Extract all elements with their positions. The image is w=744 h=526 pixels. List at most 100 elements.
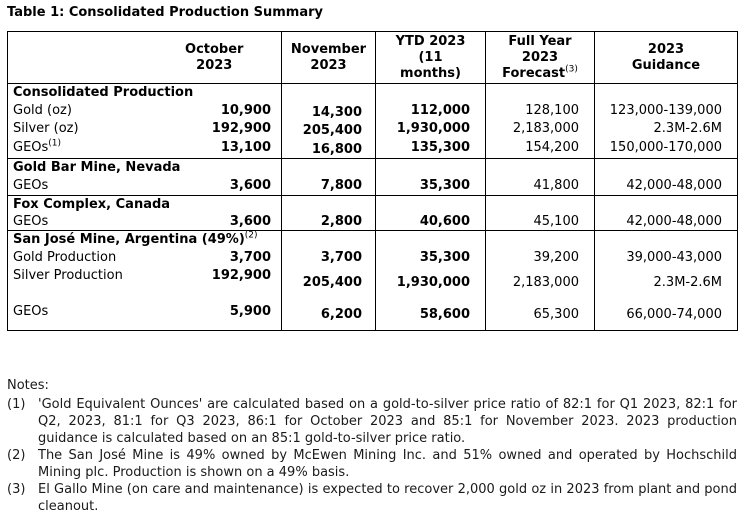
row-label: GEOs: [13, 178, 49, 194]
geos-footnote-ref: (1): [48, 138, 62, 149]
cell-november: 205,400: [281, 265, 376, 294]
cell-october: 192,900: [211, 267, 271, 283]
table-header-row: October 2023 November 2023 YTD 2023 (11 …: [7, 31, 738, 84]
section-title: Consolidated Production: [13, 85, 194, 101]
empty-cell: [594, 158, 738, 177]
production-summary-table: October 2023 November 2023 YTD 2023 (11 …: [7, 31, 738, 331]
section-title-text: San José Mine, Argentina (49%): [13, 232, 245, 248]
note-item-1: (1) 'Gold Equivalent Ounces' are calcula…: [7, 396, 737, 447]
empty-cell: [594, 195, 738, 214]
empty-cell: [375, 195, 486, 214]
cell-november-value: 16,800: [311, 142, 362, 158]
note-item-2: (2) The San José Mine is 49% owned by Mc…: [7, 447, 737, 481]
cell-ytd: 35,300: [375, 248, 486, 266]
cell-october: 13,100: [220, 140, 271, 156]
cell-ytd: 58,600: [375, 293, 486, 331]
cell-november-value: 205,400: [302, 123, 362, 138]
table-row-silver-consolidated: Silver (oz) 192,900 205,400 1,930,000 2,…: [8, 119, 738, 138]
row-label: GEOs: [13, 304, 49, 320]
cell-ytd: 35,300: [375, 176, 486, 196]
cell-forecast: 65,300: [485, 293, 595, 331]
empty-cell: [281, 230, 376, 249]
empty-cell: [281, 195, 376, 214]
note-text: 'Gold Equivalent Ounces' are calculated …: [38, 397, 737, 446]
cell-october: 192,900: [211, 121, 271, 136]
san-jose-footnote-ref: (2): [244, 230, 258, 241]
section-title-row-san-jose: San José Mine, Argentina (49%)(2): [7, 230, 738, 249]
cell-forecast: 2,183,000: [485, 119, 595, 138]
empty-cell: [485, 230, 595, 249]
column-header-forecast: Full Year 2023 Forecast(3): [485, 31, 595, 84]
cell-october: 10,900: [220, 103, 271, 118]
column-header-guidance-label: 2023 Guidance: [631, 41, 701, 73]
notes-heading: Notes:: [7, 378, 49, 393]
row-label: Gold (oz): [13, 103, 72, 118]
note-marker: (3): [7, 482, 26, 497]
section-title: Gold Bar Mine, Nevada: [7, 158, 282, 177]
cell-forecast: 45,100: [485, 213, 595, 231]
row-label: GEOs: [13, 214, 49, 230]
cell-october: 5,900: [229, 304, 271, 320]
table-title: Table 1: Consolidated Production Summary: [7, 5, 323, 20]
column-header-guidance: 2023 Guidance: [594, 31, 738, 84]
cell-forecast: 154,200: [485, 137, 595, 159]
note-text: The San José Mine is 49% owned by McEwen…: [38, 448, 737, 480]
empty-cell: [375, 230, 486, 249]
table-row-geos-consolidated: GEOs(1) 13,100 16,800 135,300 154,200 15…: [8, 137, 738, 159]
empty-cell: [485, 83, 595, 102]
cell-forecast: 2,183,000: [485, 265, 595, 294]
cell-guidance: 42,000-48,000: [594, 176, 738, 196]
section-title-row-fox-complex: Fox Complex, Canada: [7, 195, 738, 214]
section-title: San José Mine, Argentina (49%)(2): [7, 230, 282, 249]
forecast-footnote-ref: (3): [565, 64, 578, 75]
cell-ytd: 1,930,000: [375, 265, 486, 294]
section-title-row-consolidated: Consolidated Production: [8, 83, 738, 102]
cell-november-value: 14,300: [311, 105, 362, 120]
cell-forecast: 39,200: [485, 248, 595, 266]
empty-cell: [594, 230, 738, 249]
cell-november: 16,800: [281, 137, 376, 159]
cell-november: 3,700: [281, 248, 376, 266]
cell-ytd: 135,300: [375, 137, 486, 159]
cell-november: 6,200: [281, 293, 376, 331]
cell-guidance: 2.3M-2.6M: [594, 265, 738, 294]
column-header-empty: [7, 31, 148, 84]
column-header-ytd: YTD 2023 (11 months): [375, 31, 486, 84]
section-title-row-gold-bar: Gold Bar Mine, Nevada: [7, 158, 738, 177]
cell-november: 2,800: [281, 213, 376, 231]
table-row-geos-fox: GEOs 3,600 2,800 40,600 45,100 42,000-48…: [8, 213, 738, 231]
note-text: El Gallo Mine (on care and maintenance) …: [38, 482, 737, 514]
table-row-gold-san-jose: Gold Production 3,700 3,700 35,300 39,20…: [8, 248, 738, 266]
column-header-october: October 2023: [147, 31, 282, 84]
column-header-november: November 2023: [281, 31, 376, 84]
empty-cell: [594, 83, 738, 102]
cell-forecast: 128,100: [485, 101, 595, 120]
cell-october: 3,700: [229, 249, 271, 265]
cell-forecast: 41,800: [485, 176, 595, 196]
cell-november: 205,400: [281, 119, 376, 138]
note-marker: (2): [7, 448, 26, 463]
row-label-text: GEOs: [13, 140, 49, 156]
table-row-geos-san-jose: GEOs 5,900 6,200 58,600 65,300 66,000-74…: [8, 293, 738, 331]
column-header-november-label: November 2023: [290, 41, 367, 73]
table-row-gold-consolidated: Gold (oz) 10,900 14,300 112,000 128,100 …: [8, 101, 738, 120]
cell-ytd: 112,000: [375, 101, 486, 120]
empty-cell: [485, 158, 595, 177]
cell-ytd: 40,600: [375, 213, 486, 231]
empty-cell: [281, 158, 376, 177]
cell-guidance: 66,000-74,000: [594, 293, 738, 331]
notes-section: Notes: (1) 'Gold Equivalent Ounces' are …: [7, 377, 737, 515]
cell-guidance: 123,000-139,000: [594, 101, 738, 120]
empty-cell: [375, 83, 486, 102]
column-header-forecast-label: Full Year 2023 Forecast: [502, 33, 572, 81]
table-row-silver-san-jose: Silver Production 192,900 205,400 1,930,…: [8, 265, 738, 294]
empty-cell: [485, 195, 595, 214]
note-item-3: (3) El Gallo Mine (on care and maintenan…: [7, 481, 737, 515]
column-header-ytd-label: YTD 2023 (11 months): [395, 33, 466, 81]
section-title: Fox Complex, Canada: [7, 195, 282, 214]
empty-cell: [375, 158, 486, 177]
row-label: Gold Production: [13, 249, 117, 265]
note-marker: (1): [7, 397, 26, 412]
cell-november: 14,300: [281, 101, 376, 120]
cell-guidance: 42,000-48,000: [594, 213, 738, 231]
